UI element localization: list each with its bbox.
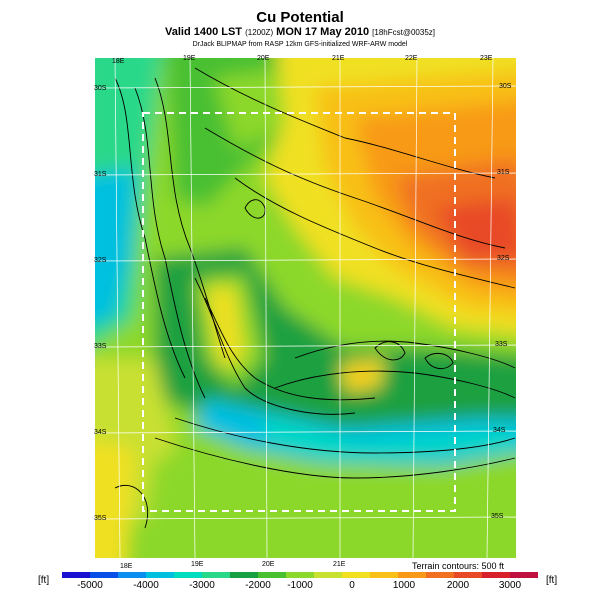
colorbar-swatch bbox=[342, 572, 371, 578]
colorbar-tick: -3000 bbox=[189, 580, 215, 591]
colorbar-swatch bbox=[370, 572, 399, 578]
lat-label: 30S bbox=[94, 85, 107, 92]
lat-label: 35S bbox=[491, 513, 504, 520]
valid-prefix: Valid 1400 LST bbox=[164, 26, 243, 38]
colorbar-tick: 3000 bbox=[498, 580, 522, 591]
colorbar-swatch bbox=[454, 572, 483, 578]
colorbar-swatch bbox=[230, 572, 259, 578]
lat-label: 30S bbox=[499, 83, 512, 90]
forecast-info: [18hFcst@0035z] bbox=[372, 28, 435, 37]
lat-label: 34S bbox=[493, 427, 506, 434]
valid-zulu: (1200Z) bbox=[245, 28, 274, 37]
colorbar-swatch bbox=[118, 572, 147, 578]
valid-date: MON 17 May 2010 bbox=[276, 26, 370, 38]
colorbar-swatch bbox=[314, 572, 343, 578]
lat-label: 31S bbox=[497, 169, 510, 176]
colorbar-swatch bbox=[146, 572, 175, 578]
lon-label: 20E bbox=[257, 55, 270, 62]
lon-label: 18E bbox=[120, 563, 133, 570]
colorbar-swatch bbox=[482, 572, 511, 578]
colorbar-swatch bbox=[62, 572, 91, 578]
colorbar-unit-left: [ft] bbox=[38, 575, 50, 586]
colorbar-swatch bbox=[510, 572, 538, 578]
colorbar-tick: -5000 bbox=[77, 580, 103, 591]
lat-label: 32S bbox=[94, 257, 107, 264]
lat-label: 33S bbox=[94, 343, 107, 350]
lat-label: 32S bbox=[497, 255, 510, 262]
lat-lon-grid bbox=[95, 58, 516, 558]
colorbar bbox=[62, 572, 538, 578]
colorbar-tick: 0 bbox=[349, 580, 355, 591]
cu-potential-map bbox=[95, 58, 516, 558]
colorbar-swatch bbox=[174, 572, 203, 578]
colorbar-tick: -1000 bbox=[287, 580, 313, 591]
lat-label: 35S bbox=[94, 515, 107, 522]
colorbar-swatch bbox=[426, 572, 455, 578]
lat-label: 31S bbox=[94, 171, 107, 178]
lat-label: 34S bbox=[94, 429, 107, 436]
lon-label: 19E bbox=[191, 561, 204, 568]
colorbar-swatch bbox=[258, 572, 287, 578]
colorbar-tick: 1000 bbox=[392, 580, 416, 591]
colorbar-swatch bbox=[202, 572, 231, 578]
lon-label: 23E bbox=[480, 55, 493, 62]
colorbar-tick: -2000 bbox=[245, 580, 271, 591]
map-field bbox=[95, 58, 516, 558]
lon-label: 21E bbox=[332, 55, 345, 62]
valid-time-line: Valid 1400 LST (1200Z) MON 17 May 2010 [… bbox=[0, 26, 600, 38]
colorbar-unit-right: [ft] bbox=[546, 575, 558, 586]
inner-domain-box bbox=[142, 112, 456, 512]
lon-label: 19E bbox=[183, 55, 196, 62]
lon-label: 22E bbox=[405, 55, 418, 62]
colorbar-tick: -4000 bbox=[133, 580, 159, 591]
colorbar-swatch bbox=[398, 572, 427, 578]
lon-label: 18E bbox=[112, 58, 125, 65]
colorbar-tick: 2000 bbox=[446, 580, 470, 591]
colorbar-swatch bbox=[286, 572, 315, 578]
lon-label: 21E bbox=[333, 561, 346, 568]
colorbar-swatch bbox=[90, 572, 119, 578]
lat-label: 33S bbox=[495, 341, 508, 348]
lon-label: 20E bbox=[262, 561, 275, 568]
terrain-contours-note: Terrain contours: 500 ft bbox=[411, 561, 504, 571]
chart-title: Cu Potential bbox=[256, 9, 344, 26]
model-credit: DrJack BLIPMAP from RASP 12km GFS-initia… bbox=[192, 41, 408, 48]
